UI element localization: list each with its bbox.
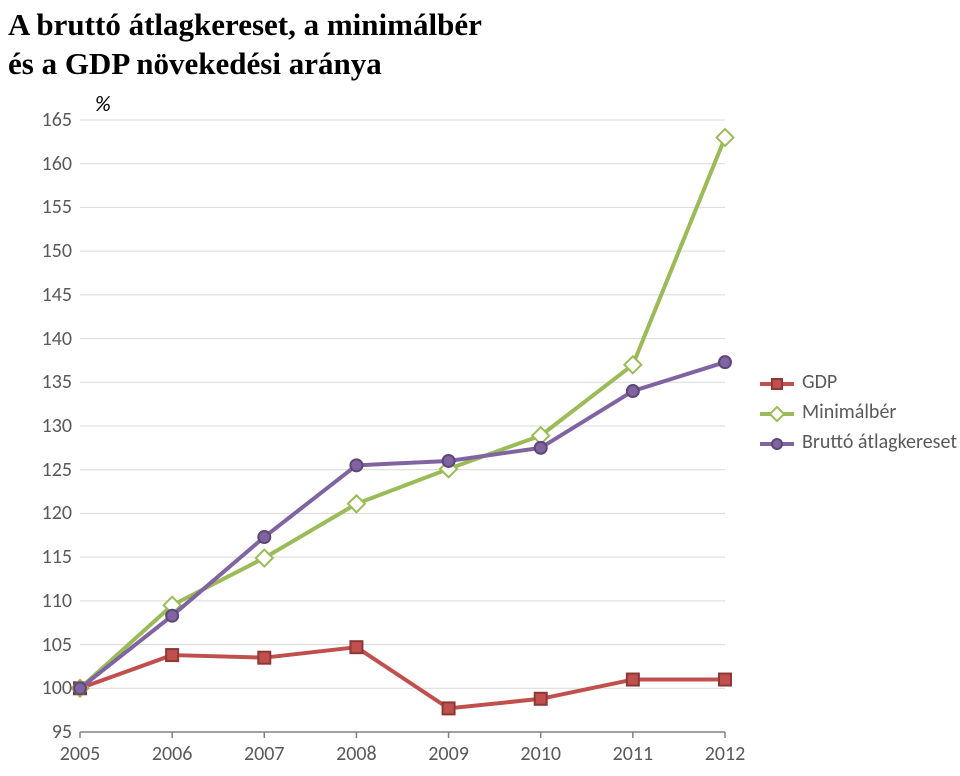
- legend-label: GDP: [802, 370, 837, 394]
- y-tick-label: 125: [22, 458, 72, 482]
- y-tick-label: 105: [22, 633, 72, 657]
- y-tick-label: 165: [22, 108, 72, 132]
- x-tick-label: 2006: [152, 742, 193, 766]
- x-tick-label: 2012: [705, 742, 746, 766]
- x-tick-label: 2008: [336, 742, 377, 766]
- x-tick-label: 2005: [60, 742, 101, 766]
- y-tick-label: 135: [22, 370, 72, 394]
- y-tick-label: 120: [22, 501, 72, 525]
- y-tick-label: 145: [22, 283, 72, 307]
- y-tick-label: 155: [22, 195, 72, 219]
- y-tick-label: 130: [22, 414, 72, 438]
- x-tick-label: 2010: [520, 742, 561, 766]
- legend-swatch-icon: [760, 404, 794, 420]
- y-tick-label: 150: [22, 239, 72, 263]
- legend-label: Minimálbér: [802, 400, 896, 424]
- x-tick-label: 2009: [428, 742, 469, 766]
- y-tick-label: 100: [22, 676, 72, 700]
- y-tick-label: 110: [22, 589, 72, 613]
- x-tick-label: 2011: [613, 742, 654, 766]
- legend-label: Bruttó átlagkereset: [802, 430, 957, 454]
- x-tick-label: 2007: [244, 742, 285, 766]
- y-tick-label: 140: [22, 327, 72, 351]
- legend-item: Minimálbér: [760, 400, 957, 424]
- legend-swatch-icon: [760, 434, 794, 450]
- y-tick-label: 160: [22, 152, 72, 176]
- y-tick-label: 95: [22, 720, 72, 744]
- legend-swatch-icon: [760, 374, 794, 390]
- legend-item: GDP: [760, 370, 957, 394]
- legend: GDP Minimálbér Bruttó átlagkereset: [760, 370, 957, 460]
- legend-item: Bruttó átlagkereset: [760, 430, 957, 454]
- y-tick-label: 115: [22, 545, 72, 569]
